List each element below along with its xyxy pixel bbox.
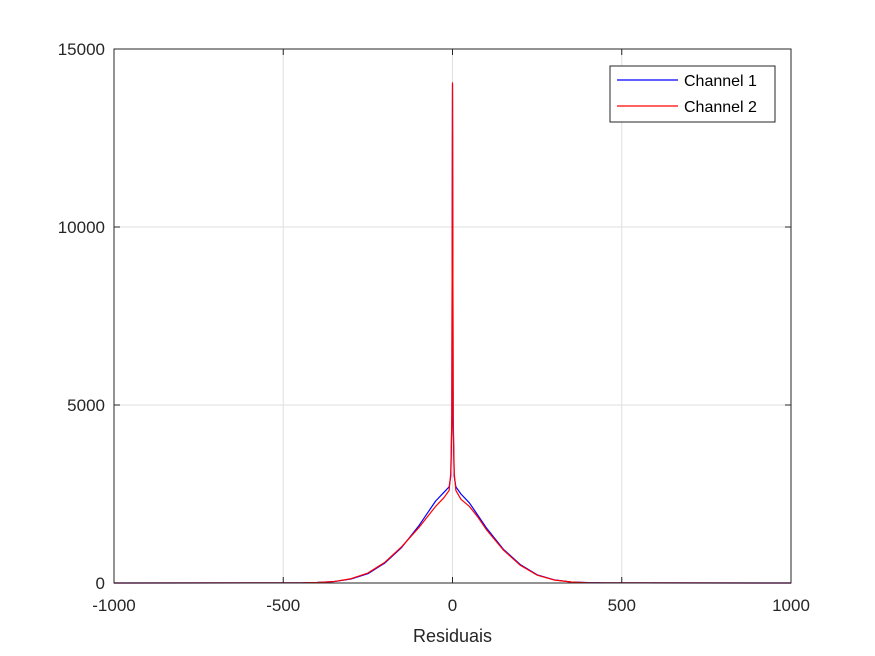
series-line-channel-2 bbox=[113, 82, 792, 584]
y-tick-labels: 0 5000 10000 15000 bbox=[58, 40, 105, 593]
legend-label-channel-1: Channel 1 bbox=[684, 73, 757, 90]
legend-box bbox=[609, 65, 776, 123]
legend: Channel 1 Channel 2 bbox=[609, 65, 776, 123]
x-tick-label: 500 bbox=[608, 596, 636, 615]
x-axis-title: Residuais bbox=[413, 626, 492, 646]
x-tick-label: -500 bbox=[266, 596, 300, 615]
y-tick-label: 10000 bbox=[58, 218, 105, 237]
x-tick-label: 0 bbox=[448, 596, 457, 615]
x-tick-label: 1000 bbox=[772, 596, 810, 615]
axis-ticks bbox=[113, 48, 792, 584]
legend-label-channel-2: Channel 2 bbox=[684, 99, 757, 116]
x-tick-label: -1000 bbox=[92, 596, 135, 615]
y-tick-label: 5000 bbox=[67, 396, 105, 415]
y-tick-label: 0 bbox=[96, 574, 105, 593]
series-layer bbox=[113, 82, 792, 584]
y-tick-label: 15000 bbox=[58, 40, 105, 59]
x-tick-labels: -1000 -500 0 500 1000 bbox=[92, 596, 810, 615]
